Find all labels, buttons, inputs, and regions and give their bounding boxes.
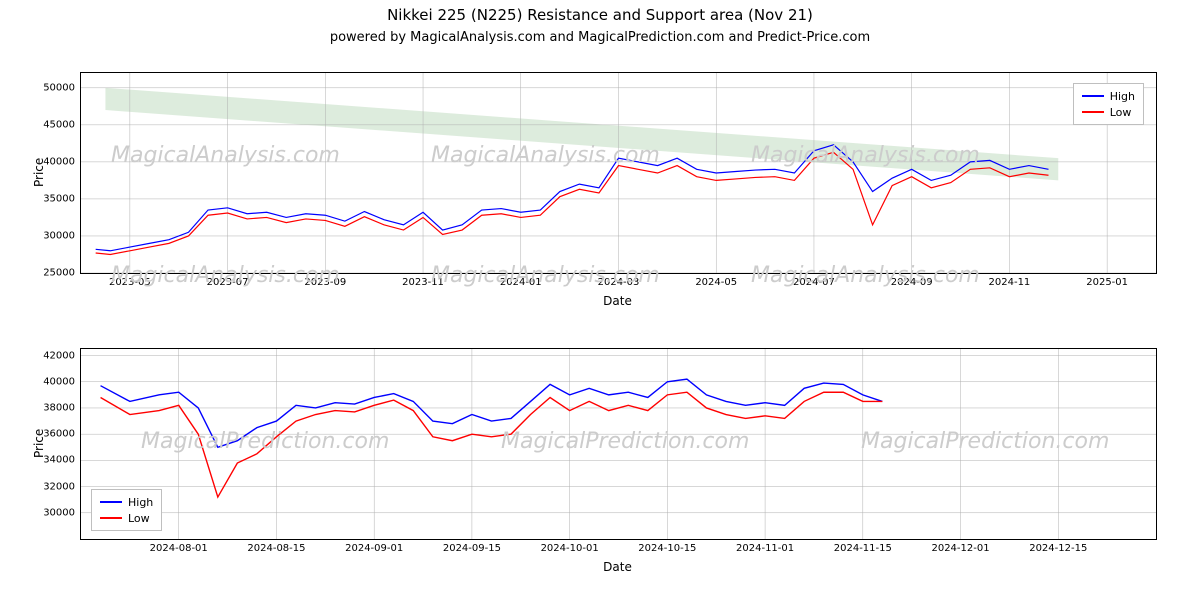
y-tick-label: 45000 bbox=[43, 119, 81, 130]
y-tick-label: 40000 bbox=[43, 156, 81, 167]
y-axis-label-top: Price bbox=[32, 158, 46, 187]
chart-panel-top: HighLow 25000300003500040000450005000020… bbox=[80, 72, 1157, 274]
x-tick-label: 2024-10-15 bbox=[638, 539, 696, 554]
x-tick-label: 2024-07 bbox=[793, 273, 835, 288]
x-tick-label: 2023-07 bbox=[207, 273, 249, 288]
x-tick-label: 2024-05 bbox=[695, 273, 737, 288]
y-tick-label: 50000 bbox=[43, 82, 81, 93]
legend-label: Low bbox=[128, 512, 150, 525]
x-tick-label: 2024-11-01 bbox=[736, 539, 794, 554]
y-tick-label: 30000 bbox=[43, 507, 81, 518]
x-tick-label: 2025-01 bbox=[1086, 273, 1128, 288]
x-tick-label: 2024-03 bbox=[598, 273, 640, 288]
legend-label: Low bbox=[1110, 106, 1132, 119]
x-tick-label: 2023-09 bbox=[304, 273, 346, 288]
y-tick-label: 32000 bbox=[43, 481, 81, 492]
y-tick-label: 25000 bbox=[43, 268, 81, 279]
legend-swatch bbox=[100, 501, 122, 503]
x-tick-label: 2024-09-01 bbox=[345, 539, 403, 554]
legend-swatch bbox=[1082, 95, 1104, 97]
legend-label: High bbox=[1110, 90, 1135, 103]
legend-bottom: High Low bbox=[91, 489, 162, 531]
legend-item: High bbox=[1082, 88, 1135, 104]
x-tick-label: 2024-09 bbox=[891, 273, 933, 288]
legend-item: Low bbox=[100, 510, 153, 526]
x-tick-label: 2024-09-15 bbox=[443, 539, 501, 554]
x-tick-label: 2024-12-01 bbox=[931, 539, 989, 554]
y-tick-label: 40000 bbox=[43, 376, 81, 387]
legend-swatch bbox=[100, 517, 122, 519]
legend-top: High Low bbox=[1073, 83, 1144, 125]
x-tick-label: 2023-05 bbox=[109, 273, 151, 288]
chart-svg-top bbox=[81, 73, 1156, 273]
x-tick-label: 2024-08-15 bbox=[247, 539, 305, 554]
chart-svg-bottom bbox=[81, 349, 1156, 539]
x-tick-label: 2024-12-15 bbox=[1029, 539, 1087, 554]
y-tick-label: 30000 bbox=[43, 230, 81, 241]
x-tick-label: 2023-11 bbox=[402, 273, 444, 288]
resistance-band bbox=[105, 88, 1058, 181]
y-tick-label: 36000 bbox=[43, 429, 81, 440]
y-tick-label: 38000 bbox=[43, 402, 81, 413]
legend-item: Low bbox=[1082, 104, 1135, 120]
x-tick-label: 2024-11 bbox=[989, 273, 1031, 288]
y-tick-label: 34000 bbox=[43, 455, 81, 466]
y-axis-label-bottom: Price bbox=[32, 429, 46, 458]
legend-swatch bbox=[1082, 111, 1104, 113]
y-tick-label: 35000 bbox=[43, 193, 81, 204]
figure: Nikkei 225 (N225) Resistance and Support… bbox=[0, 0, 1200, 600]
x-axis-label-bottom: Date bbox=[80, 560, 1155, 574]
chart-panel-bottom: HighLow 30000320003400036000380004000042… bbox=[80, 348, 1157, 540]
figure-title: Nikkei 225 (N225) Resistance and Support… bbox=[0, 6, 1200, 24]
figure-subtitle: powered by MagicalAnalysis.com and Magic… bbox=[0, 30, 1200, 45]
x-axis-label-top: Date bbox=[80, 294, 1155, 308]
x-tick-label: 2024-11-15 bbox=[834, 539, 892, 554]
x-tick-label: 2024-10-01 bbox=[541, 539, 599, 554]
y-tick-label: 42000 bbox=[43, 350, 81, 361]
legend-label: High bbox=[128, 496, 153, 509]
legend-item: High bbox=[100, 494, 153, 510]
x-tick-label: 2024-08-01 bbox=[150, 539, 208, 554]
x-tick-label: 2024-01 bbox=[500, 273, 542, 288]
